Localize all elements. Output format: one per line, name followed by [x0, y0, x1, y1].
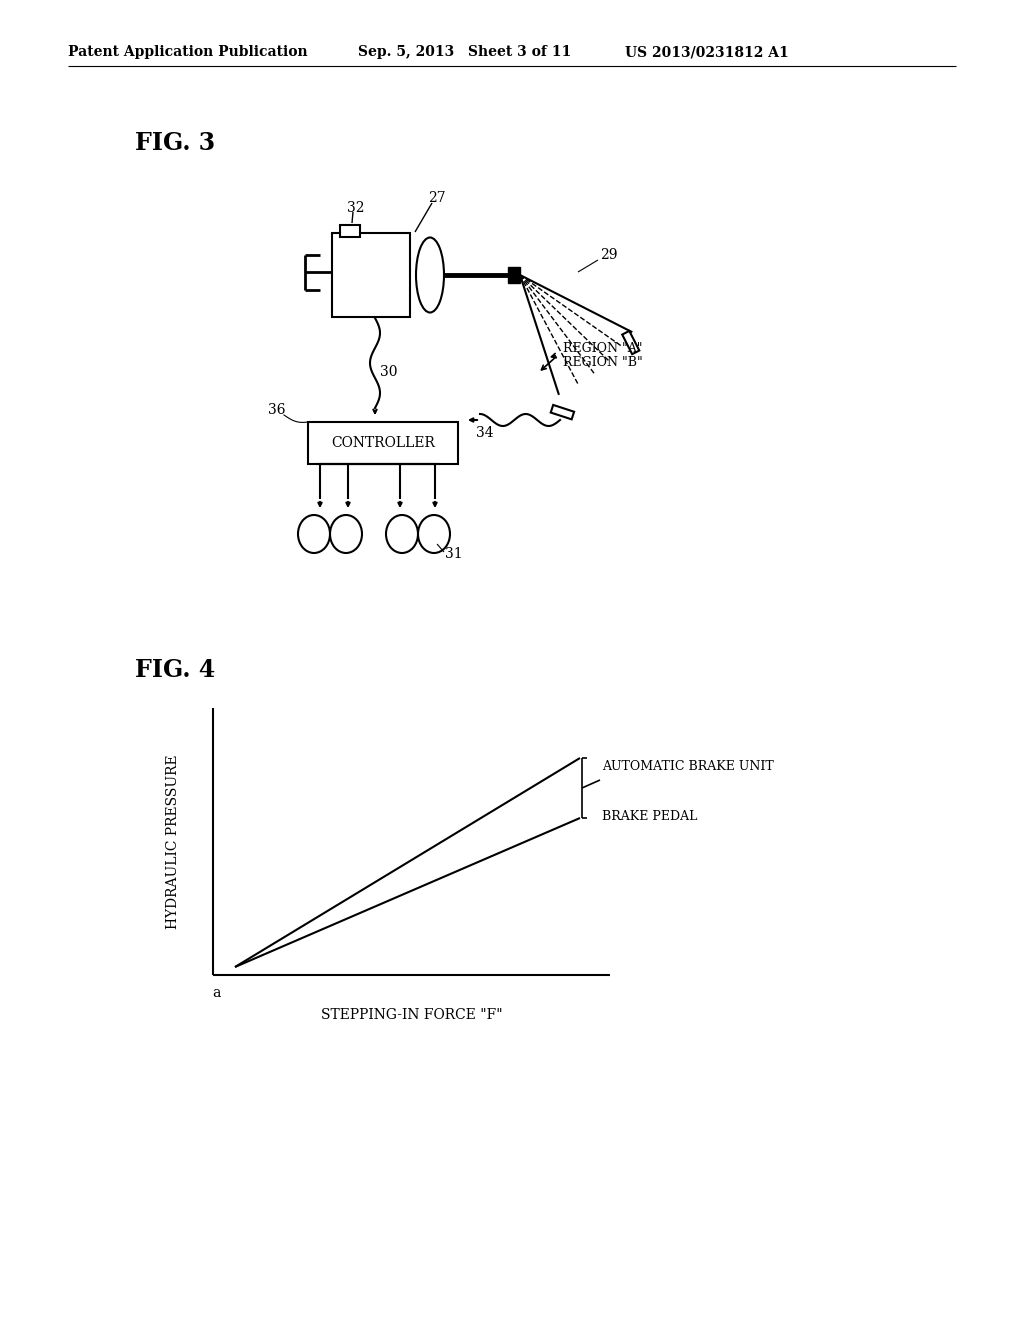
Text: 31: 31 — [445, 546, 463, 561]
Text: AUTOMATIC BRAKE UNIT: AUTOMATIC BRAKE UNIT — [602, 759, 774, 772]
Text: BRAKE PEDAL: BRAKE PEDAL — [602, 809, 697, 822]
Text: Sep. 5, 2013: Sep. 5, 2013 — [358, 45, 455, 59]
Text: REGION "B": REGION "B" — [563, 356, 643, 370]
Text: STEPPING-IN FORCE "F": STEPPING-IN FORCE "F" — [321, 1008, 503, 1022]
Text: 36: 36 — [268, 403, 286, 417]
Text: HYDRAULIC PRESSURE: HYDRAULIC PRESSURE — [166, 754, 180, 929]
Text: a: a — [212, 986, 220, 1001]
Text: US 2013/0231812 A1: US 2013/0231812 A1 — [625, 45, 788, 59]
Text: 32: 32 — [347, 201, 365, 215]
Bar — [332, 234, 410, 317]
Bar — [551, 405, 574, 420]
Bar — [508, 267, 520, 282]
Text: 30: 30 — [380, 366, 397, 379]
Bar — [340, 224, 360, 238]
Bar — [623, 331, 639, 354]
Text: Sheet 3 of 11: Sheet 3 of 11 — [468, 45, 571, 59]
Text: FIG. 4: FIG. 4 — [135, 657, 215, 682]
Text: Patent Application Publication: Patent Application Publication — [68, 45, 307, 59]
Bar — [308, 422, 458, 465]
Ellipse shape — [416, 238, 444, 313]
Text: REGION "A": REGION "A" — [563, 342, 642, 355]
Text: 29: 29 — [600, 248, 617, 261]
Text: 34: 34 — [476, 426, 494, 440]
Text: CONTROLLER: CONTROLLER — [331, 436, 435, 450]
Text: 27: 27 — [428, 191, 445, 205]
Text: FIG. 3: FIG. 3 — [135, 131, 215, 154]
